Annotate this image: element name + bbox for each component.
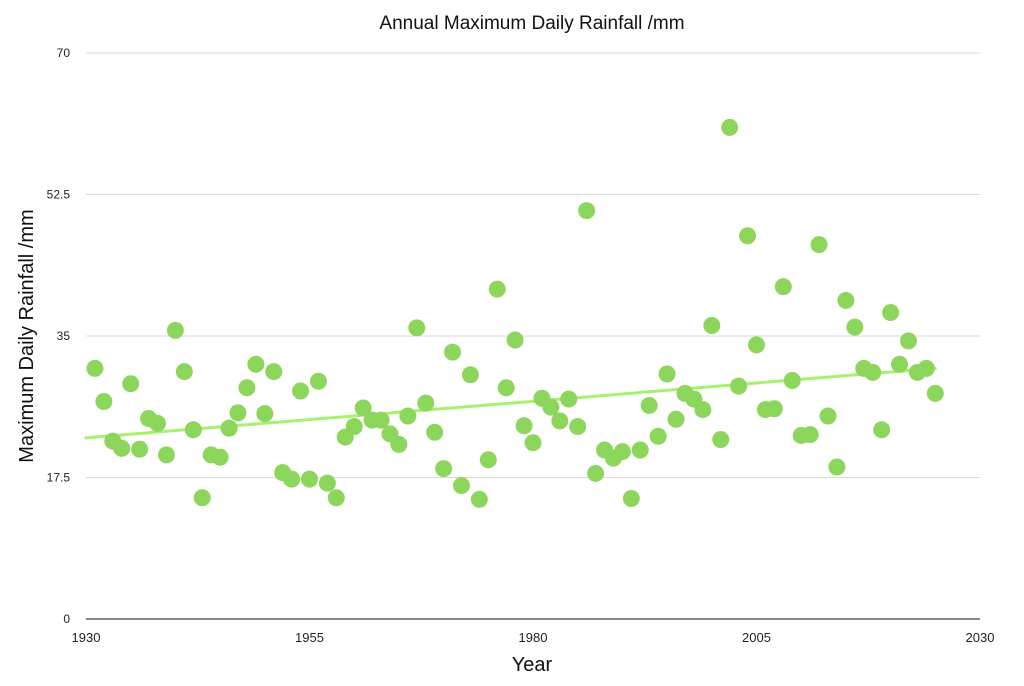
data-point: [622, 490, 640, 508]
data-point: [774, 278, 792, 296]
data-point: [211, 448, 229, 466]
data-point: [917, 359, 935, 377]
data-points: [86, 118, 944, 508]
data-point: [309, 372, 327, 390]
y-axis-label: Maximum Daily Rainfall /mm: [16, 209, 38, 462]
data-point: [578, 202, 596, 220]
data-point: [613, 443, 631, 461]
data-point: [372, 411, 390, 429]
data-point: [417, 394, 435, 412]
data-point: [479, 451, 497, 469]
data-point: [631, 441, 649, 459]
data-point: [667, 410, 685, 428]
x-tick-label: 1930: [72, 630, 101, 645]
x-tick-label: 1955: [295, 630, 324, 645]
data-point: [765, 400, 783, 418]
data-point: [131, 440, 149, 458]
data-point: [712, 430, 730, 448]
data-point: [899, 332, 917, 350]
data-point: [882, 304, 900, 322]
data-point: [175, 363, 193, 381]
data-point: [122, 375, 140, 393]
data-point: [444, 343, 462, 361]
data-point: [640, 397, 658, 415]
data-point: [435, 460, 453, 478]
data-point: [461, 366, 479, 384]
data-point: [408, 319, 426, 337]
data-point: [265, 363, 283, 381]
data-point: [846, 318, 864, 336]
data-point: [283, 470, 301, 488]
x-tick-label: 2030: [966, 630, 995, 645]
data-point: [327, 489, 345, 507]
x-axis-label: Year: [512, 654, 553, 676]
y-tick-label: 70: [57, 46, 71, 60]
data-point: [721, 118, 739, 136]
data-point: [390, 435, 408, 453]
data-point: [873, 421, 891, 439]
data-point: [542, 398, 560, 416]
data-point: [354, 399, 372, 417]
data-point: [506, 331, 524, 349]
data-point: [926, 384, 944, 402]
data-point: [488, 280, 506, 298]
data-point: [658, 365, 676, 383]
data-point: [810, 236, 828, 254]
data-point: [730, 377, 748, 395]
x-tick-label: 1980: [519, 630, 548, 645]
chart-title: Annual Maximum Daily Rainfall /mm: [379, 13, 684, 34]
data-point: [819, 407, 837, 425]
data-point: [560, 390, 578, 408]
data-point: [95, 392, 113, 410]
data-point: [470, 490, 488, 508]
data-point: [569, 418, 587, 436]
data-point: [86, 359, 104, 377]
data-point: [452, 477, 470, 495]
data-point: [345, 418, 363, 436]
data-point: [238, 379, 256, 397]
x-tick-labels: 1930 1955 1980 2005 2030: [72, 630, 995, 645]
data-point: [703, 316, 721, 334]
data-point: [891, 355, 909, 373]
data-point: [256, 405, 274, 423]
data-point: [229, 404, 247, 422]
y-tick-label: 17.5: [47, 471, 71, 485]
data-point: [801, 426, 819, 444]
data-point: [739, 227, 757, 245]
data-point: [694, 401, 712, 419]
data-point: [426, 423, 444, 441]
data-point: [497, 379, 515, 397]
x-tick-label: 2005: [742, 630, 771, 645]
data-point: [649, 427, 667, 445]
data-point: [837, 291, 855, 309]
data-point: [828, 458, 846, 476]
data-point: [524, 434, 542, 452]
data-point: [292, 382, 310, 400]
data-point: [587, 464, 605, 482]
data-point: [864, 363, 882, 381]
y-tick-label: 35: [57, 329, 71, 343]
y-tick-label: 52.5: [47, 188, 71, 202]
data-point: [157, 446, 175, 464]
data-point: [113, 439, 131, 457]
data-point: [318, 474, 336, 492]
data-point: [193, 489, 211, 507]
gridlines: [86, 52, 980, 478]
data-point: [399, 407, 417, 425]
y-tick-label: 0: [63, 612, 70, 626]
data-point: [220, 419, 238, 437]
data-point: [515, 417, 533, 435]
data-point: [551, 412, 569, 430]
data-point: [149, 414, 167, 432]
data-point: [301, 470, 318, 488]
data-point: [748, 336, 765, 354]
data-point: [166, 321, 184, 339]
data-point: [247, 355, 265, 373]
data-point: [184, 421, 202, 439]
data-point: [783, 371, 801, 389]
y-tick-labels: 0 17.5 35 52.5 70: [47, 46, 71, 626]
